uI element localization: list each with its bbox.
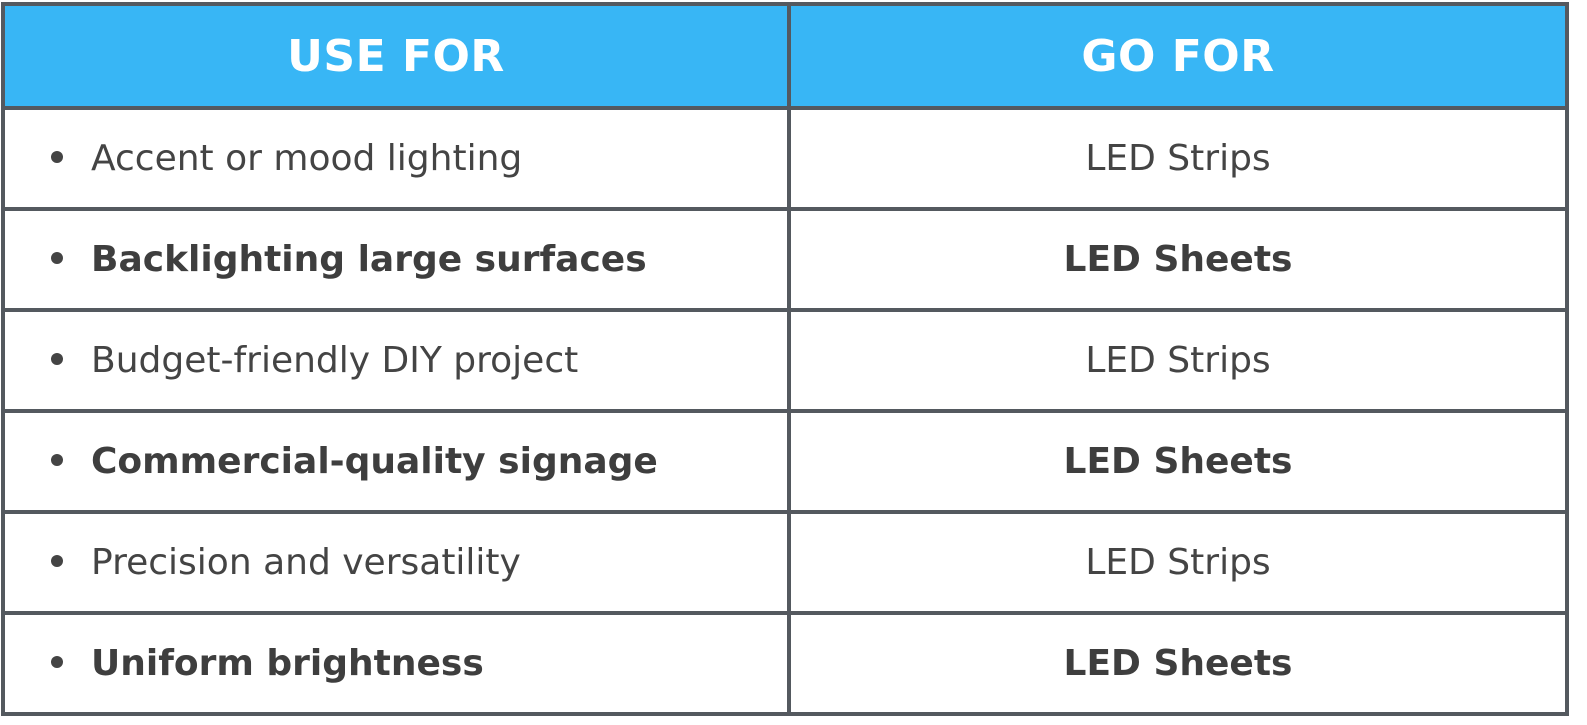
bullet-icon (51, 353, 63, 365)
table-row: Commercial-quality signage LED Sheets (1, 409, 1569, 514)
use-for-text: Precision and versatility (91, 542, 521, 583)
bullet-icon (51, 252, 63, 264)
table-row: Backlighting large surfaces LED Sheets (1, 207, 1569, 312)
table-row: Precision and versatility LED Strips (1, 510, 1569, 615)
bullet-icon (51, 656, 63, 668)
table-row: Uniform brightness LED Sheets (1, 611, 1569, 716)
go-for-cell: LED Strips (787, 510, 1569, 615)
use-for-cell: Commercial-quality signage (1, 409, 791, 514)
comparison-table: USE FOR GO FOR Accent or mood lighting L… (1, 2, 1569, 716)
header-go-for: GO FOR (787, 2, 1569, 110)
bullet-icon (51, 151, 63, 163)
use-for-text: Budget-friendly DIY project (91, 340, 579, 381)
use-for-cell: Backlighting large surfaces (1, 207, 791, 312)
header-use-for: USE FOR (1, 2, 791, 110)
table-row: Accent or mood lighting LED Strips (1, 106, 1569, 211)
table-header-row: USE FOR GO FOR (1, 2, 1569, 110)
use-for-text: Uniform brightness (91, 643, 484, 684)
go-for-cell: LED Strips (787, 308, 1569, 413)
bullet-icon (51, 555, 63, 567)
bullet-icon (51, 454, 63, 466)
use-for-cell: Precision and versatility (1, 510, 791, 615)
go-for-cell: LED Sheets (787, 409, 1569, 514)
use-for-cell: Accent or mood lighting (1, 106, 791, 211)
use-for-text: Accent or mood lighting (91, 138, 523, 179)
use-for-cell: Uniform brightness (1, 611, 791, 716)
go-for-cell: LED Sheets (787, 207, 1569, 312)
go-for-cell: LED Sheets (787, 611, 1569, 716)
go-for-cell: LED Strips (787, 106, 1569, 211)
table-row: Budget-friendly DIY project LED Strips (1, 308, 1569, 413)
use-for-text: Backlighting large surfaces (91, 239, 647, 280)
use-for-text: Commercial-quality signage (91, 441, 658, 482)
use-for-cell: Budget-friendly DIY project (1, 308, 791, 413)
